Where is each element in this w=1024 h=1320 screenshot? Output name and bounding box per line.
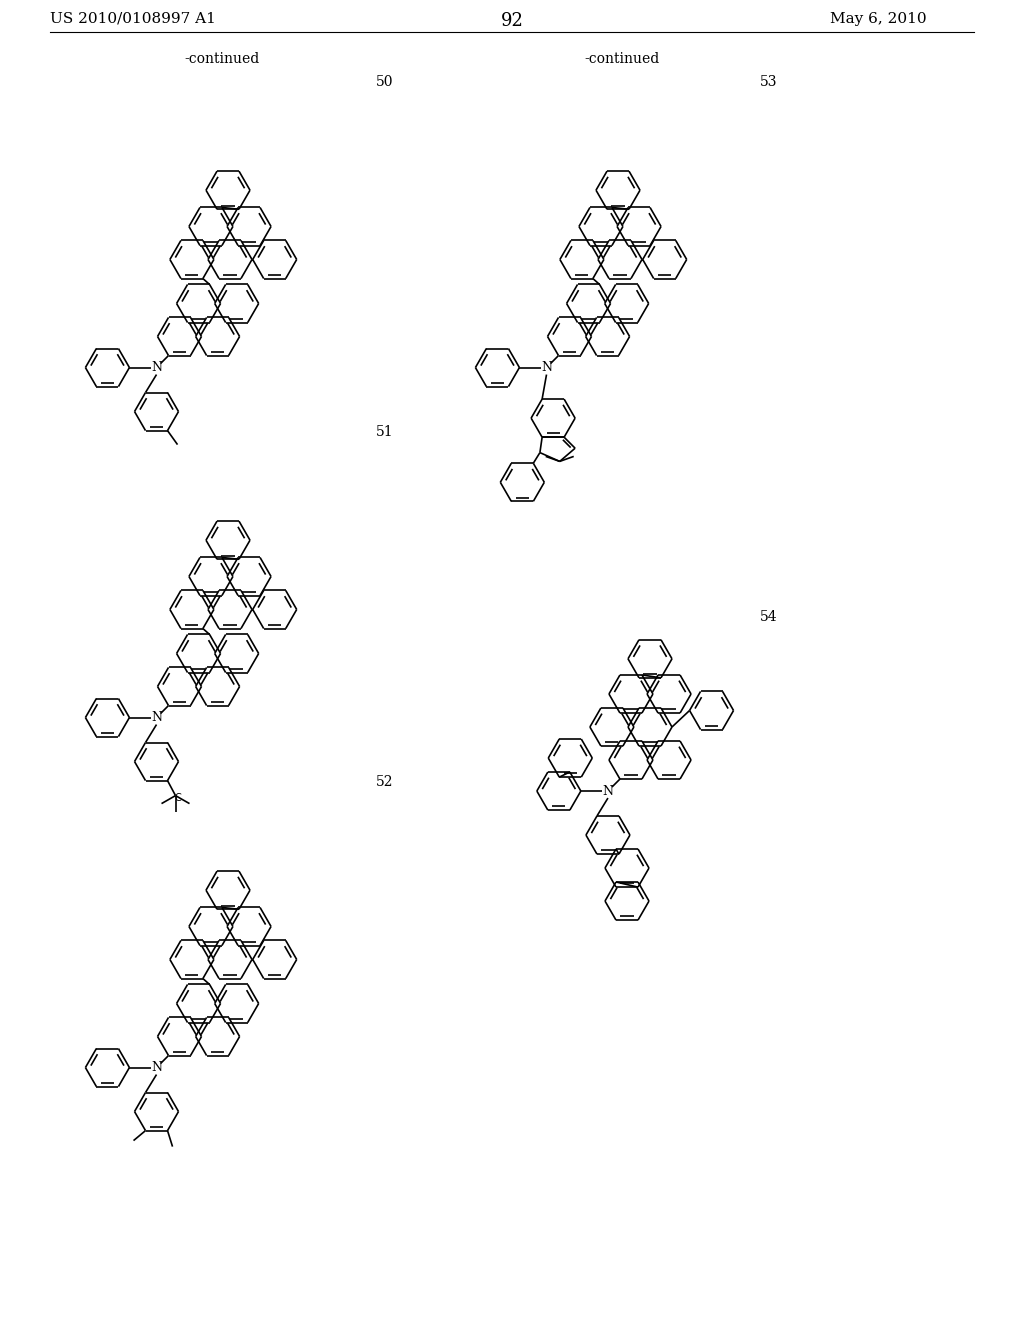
Text: 50: 50: [376, 75, 393, 88]
Text: C: C: [174, 792, 181, 803]
Text: N: N: [151, 711, 162, 725]
Text: May 6, 2010: May 6, 2010: [830, 12, 927, 26]
Text: 92: 92: [501, 12, 523, 30]
Text: 52: 52: [376, 775, 393, 789]
Text: US 2010/0108997 A1: US 2010/0108997 A1: [50, 12, 216, 26]
Text: -continued: -continued: [585, 51, 659, 66]
Text: N: N: [151, 1061, 162, 1074]
Text: 53: 53: [760, 75, 777, 88]
Text: 54: 54: [760, 610, 777, 624]
Text: N: N: [602, 784, 613, 797]
Text: 51: 51: [376, 425, 393, 440]
Text: -continued: -continued: [184, 51, 260, 66]
Text: N: N: [151, 362, 162, 374]
Text: N: N: [541, 362, 552, 374]
